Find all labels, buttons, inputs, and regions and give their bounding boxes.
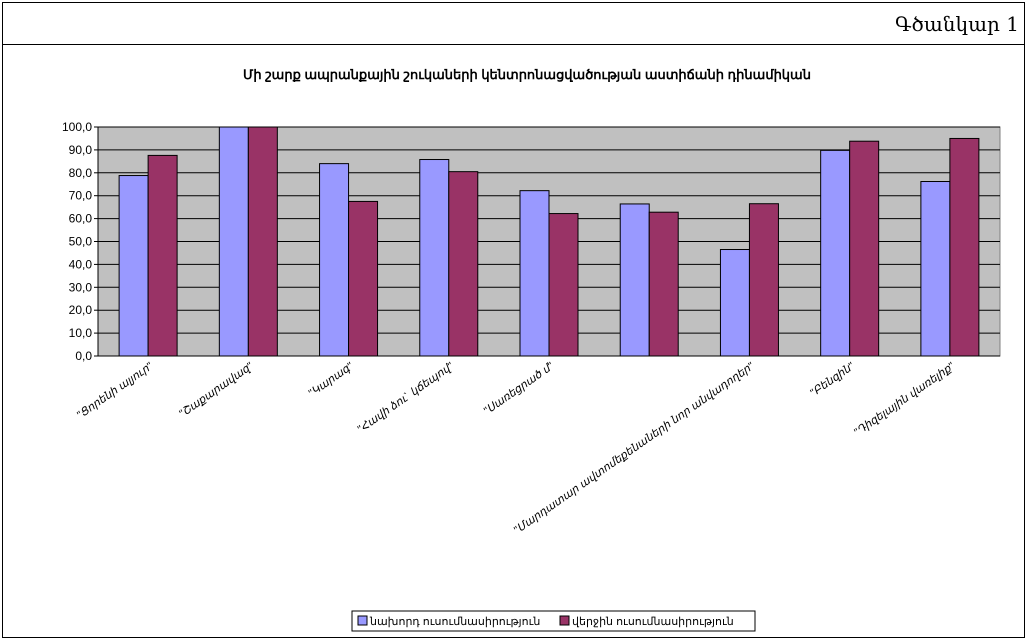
chart-title: Մի շարք ապրանքային շուկաների կենտրոնացվա… [243,67,811,83]
bar-previous [920,181,951,357]
y-tick-label: 10,0 [69,326,93,340]
x-axis-categories: "Ցորենի ալյուր" "Շաքարավազ" "Կարագ" "Հավի ձ… [75,360,958,537]
bar-previous [118,175,149,357]
y-tick-label: 70,0 [69,189,93,203]
legend-label-previous: նախորդ ուսումնասիրություն [369,616,540,628]
legend: նախորդ ուսումնասիրություն վերջին ուսումն… [351,610,756,632]
bars [118,126,980,357]
figure-label: Գծանկար 1 [895,12,1019,36]
y-tick-label: 100,0 [62,120,92,134]
y-tick-label: 40,0 [69,257,93,271]
y-tick-label: 30,0 [69,280,93,294]
legend-label-latest: վերջին ուսումնասիրություն [572,616,734,628]
bar-previous [719,249,750,357]
y-tick-label: 80,0 [69,166,93,180]
bar-latest [548,213,579,357]
x-category-label: "Բենզին" [808,360,857,400]
y-axis-ticks: 0,0 10,0 20,0 30,0 40,0 50,0 60,0 70,0 80,0 90,0 1… [62,120,98,363]
x-category-label: "Կարագ" [306,360,356,400]
bar-latest [648,211,679,357]
x-category-label: "Ցորենի ալյուր" [75,360,156,422]
x-category-label: "Շաքարավազ" [177,360,256,420]
legend-swatch-previous [357,615,368,626]
y-tick-label: 0,0 [75,349,92,363]
y-tick-label: 90,0 [69,143,93,157]
y-tick-label: 50,0 [69,235,93,249]
header-divider [2,44,1025,45]
bar-previous [619,203,650,357]
bar-previous [319,163,350,357]
bar-latest [348,200,379,357]
bar-previous [218,126,249,357]
x-category-label: "Դիզելային վառելիք" [852,360,958,439]
bar-latest [247,126,278,357]
legend-swatch-latest [559,615,570,626]
legend-box [351,610,756,632]
bar-previous [820,149,851,357]
bar-latest [949,137,980,357]
bar-previous [419,159,450,357]
bar-latest [147,154,178,357]
x-category-label: "Հավի ձու` կճեպով" [355,360,456,436]
y-tick-label: 60,0 [69,212,93,226]
x-category-label: "Սառեցրած մ" [481,360,556,418]
bar-latest [849,140,880,357]
bar-latest [748,203,779,357]
y-tick-label: 20,0 [69,303,93,317]
bar-previous [519,190,550,357]
bar-latest [448,171,479,357]
x-category-label: "Մարդատար ավտոմեքենաների նոր անվադողեր" [512,360,757,537]
